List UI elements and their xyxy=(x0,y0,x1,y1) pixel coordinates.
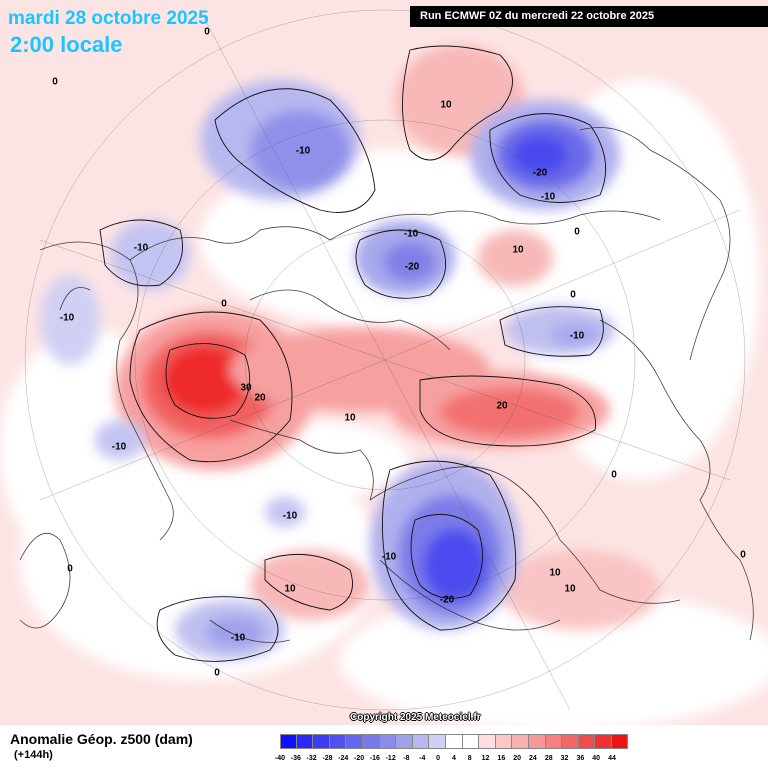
legend-tick-label: -40 xyxy=(274,755,286,762)
legend-swatch xyxy=(396,734,413,749)
legend-swatch xyxy=(429,734,446,749)
contour-label: 20 xyxy=(254,393,266,404)
legend-swatch xyxy=(495,734,513,749)
contour-label: 0 xyxy=(52,77,58,88)
contour-label: 10 xyxy=(284,584,296,595)
legend-swatch xyxy=(379,734,397,749)
contour-label: 30 xyxy=(240,383,252,394)
contour-label: 10 xyxy=(564,584,576,595)
legend-swatch xyxy=(528,734,546,749)
forecast-date-title: mardi 28 octobre 2025 xyxy=(8,8,209,29)
contour-label: -20 xyxy=(440,595,455,606)
anomaly-map: 0010-10-20-100-10-10-20100-100-103020102… xyxy=(0,0,768,725)
contour-label: -10 xyxy=(541,192,556,203)
legend-swatch xyxy=(329,734,347,749)
contour-label: 0 xyxy=(221,299,227,310)
contour-label: 20 xyxy=(496,401,508,412)
legend-tick-label: 12 xyxy=(481,755,490,762)
legend-tick-label: -28 xyxy=(322,755,333,762)
run-info-banner: Run ECMWF 0Z du mercredi 22 octobre 2025 xyxy=(410,6,768,27)
contour-label: -10 xyxy=(404,229,419,240)
contour-labels: 0010-10-20-100-10-10-20100-100-103020102… xyxy=(52,27,746,679)
legend-tick-label: -12 xyxy=(385,755,396,762)
contour-label: -10 xyxy=(134,243,149,254)
contour-label: 0 xyxy=(740,550,746,561)
legend-tick-label: -16 xyxy=(369,755,380,762)
legend-tick-label: 24 xyxy=(529,755,537,762)
map-product-title: Anomalie Géop. z500 (dam) xyxy=(10,731,193,747)
contour-label: -20 xyxy=(405,262,420,273)
forecast-lead-time: (+144h) xyxy=(14,749,53,761)
legend-swatch xyxy=(611,734,629,749)
contour-label: 10 xyxy=(440,100,452,111)
legend-tick-label: 40 xyxy=(592,755,601,762)
contour-label: -10 xyxy=(296,146,311,157)
legend-swatch xyxy=(362,734,380,749)
contour-label: -10 xyxy=(60,313,75,324)
contour-label: 0 xyxy=(574,227,580,238)
legend-tick-label: 16 xyxy=(497,755,506,762)
legend-tick-label: 8 xyxy=(467,755,472,762)
contour-label: 0 xyxy=(204,27,210,38)
legend-tick-label: -4 xyxy=(419,755,426,762)
legend-tick-label: -20 xyxy=(353,755,365,762)
legend-tick-label: 32 xyxy=(560,755,569,762)
legend-tick-label: 36 xyxy=(576,755,585,762)
legend-tick-label: -24 xyxy=(338,755,349,762)
legend-swatch xyxy=(346,734,363,749)
legend-tick-label: -8 xyxy=(403,755,410,762)
legend-swatch xyxy=(562,734,579,749)
forecast-time-title: 2:00 locale xyxy=(10,32,123,57)
contour-label: -10 xyxy=(112,442,127,453)
contour-label: 0 xyxy=(67,564,73,575)
legend-swatch xyxy=(412,734,430,749)
contour-label: -10 xyxy=(283,511,298,522)
legend-tick-label: 0 xyxy=(436,755,441,762)
contour-label: -10 xyxy=(231,633,246,644)
legend-tick-label: 4 xyxy=(451,755,456,762)
coastlines xyxy=(19,127,754,643)
legend-swatch xyxy=(479,734,496,749)
legend-swatch xyxy=(512,734,529,749)
contour-label: -20 xyxy=(533,168,548,179)
contour-label: 10 xyxy=(512,245,524,256)
legend-swatch xyxy=(545,734,563,749)
legend-tick-label: -32 xyxy=(306,755,317,762)
contour-label: -10 xyxy=(382,552,397,563)
color-scale-legend xyxy=(280,734,629,749)
contour-label: -10 xyxy=(570,331,585,342)
legend-tick-label: 44 xyxy=(608,755,616,762)
anomaly-shading xyxy=(0,0,768,725)
legend-swatch xyxy=(296,734,314,749)
legend-tick-label: -36 xyxy=(290,755,301,762)
graticule xyxy=(24,9,746,711)
contour-label: 0 xyxy=(570,290,576,301)
legend-swatch xyxy=(595,734,612,749)
legend-swatch xyxy=(462,734,480,749)
contour-label: 0 xyxy=(611,470,617,481)
legend-swatch xyxy=(578,734,596,749)
contour-lines xyxy=(99,45,607,662)
legend-tick-label: 28 xyxy=(544,755,553,762)
copyright-text: Copyright 2025 Meteociel.fr xyxy=(350,712,481,723)
legend-swatch xyxy=(280,734,297,749)
color-scale-ticks: -40 -36 -32 -28 -24 -20 -16 -12 -8 -4 0 4 8 12 16 20 24 2… xyxy=(275,755,616,767)
legend-swatch xyxy=(445,734,463,749)
contour-label: 10 xyxy=(549,568,561,579)
legend-swatch xyxy=(313,734,330,749)
contour-label: 10 xyxy=(344,413,356,424)
legend-tick-label: 20 xyxy=(513,755,522,762)
contour-label: 0 xyxy=(214,668,220,679)
